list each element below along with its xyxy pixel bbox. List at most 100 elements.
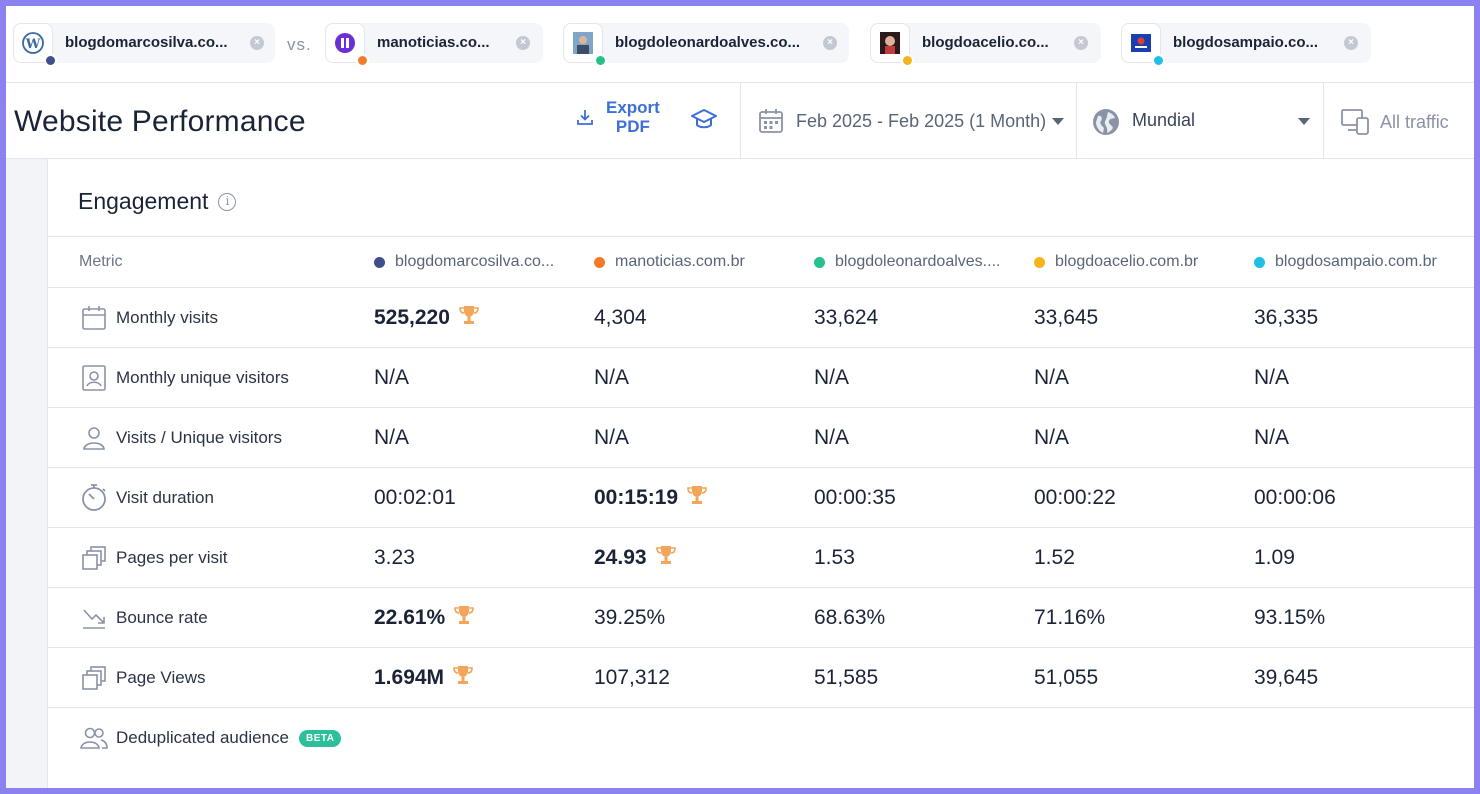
trophy-icon — [453, 605, 475, 631]
metric-value: 33,624 — [814, 288, 878, 347]
metric-value: N/A — [814, 408, 849, 467]
close-icon[interactable]: × — [823, 36, 837, 50]
table-row: Page Views 1.694M 107,312 51,585 51,055 39,64… — [48, 648, 1474, 708]
metric-value: 51,585 — [814, 648, 878, 707]
metric-value-text: 39.25% — [594, 605, 666, 629]
metric-value: 3.23 — [374, 528, 415, 587]
svg-text:W: W — [25, 37, 41, 52]
table-row-deduplicated-audience[interactable]: Deduplicated audience BETA — [48, 708, 1474, 768]
metric-value: 00:02:01 — [374, 468, 456, 527]
export-label-line1: Export — [606, 98, 660, 117]
column-header: blogdoleonardoalves.... — [814, 237, 1000, 287]
metric-value: 51,055 — [1034, 648, 1098, 707]
graduation-cap-icon[interactable] — [690, 108, 718, 137]
site-color-dot — [1152, 54, 1165, 67]
date-range-value: Feb 2025 - Feb 2025 (1 Month) — [796, 110, 1047, 131]
vs-label: vs. — [287, 35, 312, 54]
metric-value: N/A — [374, 408, 409, 467]
metric-value-text: 525,220 — [374, 305, 450, 329]
metric-value-text: N/A — [374, 365, 410, 389]
site-chip-3[interactable]: blogdoleonardoalves.co... × — [563, 23, 849, 67]
engagement-table: Metric blogdomarcosilva.co... manoticias.… — [48, 236, 1474, 768]
site-chip-label: blogdoleonardoalves.co... — [615, 34, 801, 51]
metric-value: 24.93 — [594, 528, 677, 587]
traffic-selector[interactable]: All traffic — [1340, 108, 1449, 136]
metric-value-text: N/A — [594, 425, 630, 449]
calendar-icon — [80, 304, 108, 332]
metric-value: 00:00:35 — [814, 468, 896, 527]
app-frame: W blogdomarcosilva.co... × vs. manoticia… — [6, 6, 1474, 788]
metric-value-text: 93.15% — [1254, 605, 1326, 629]
metric-value: 39,645 — [1254, 648, 1318, 707]
metric-label: Page Views — [116, 667, 206, 687]
region-selector[interactable]: Mundial — [1092, 108, 1310, 141]
table-header-row: Metric blogdomarcosilva.co... manoticias.… — [48, 236, 1474, 288]
close-icon[interactable]: × — [250, 36, 264, 50]
metric-value-text: N/A — [594, 365, 630, 389]
metric-value: 1.52 — [1034, 528, 1075, 587]
close-icon[interactable]: × — [1344, 36, 1358, 50]
metric-value: N/A — [594, 348, 629, 407]
globe-icon — [1093, 109, 1119, 135]
close-icon[interactable]: × — [516, 36, 530, 50]
column-header-label: blogdomarcosilva.co... — [395, 253, 555, 270]
metric-value-text: N/A — [1034, 365, 1070, 389]
site-color-dot — [44, 54, 57, 67]
metric-label: Monthly unique visitors — [116, 367, 289, 387]
metric-value: 68.63% — [814, 588, 885, 647]
header-divider — [1323, 83, 1324, 159]
metric-cell: Monthly unique visitors — [80, 348, 289, 407]
table-row: Bounce rate 22.61% 39.25% 68.63% 71.16% 93.15… — [48, 588, 1474, 648]
column-header-label: blogdoleonardoalves.... — [835, 253, 1001, 270]
metric-label: Deduplicated audience — [116, 728, 289, 747]
date-range-picker[interactable]: Feb 2025 - Feb 2025 (1 Month) — [758, 108, 1065, 134]
chevron-down-icon — [1052, 117, 1065, 125]
engagement-title: Engagement i — [78, 188, 237, 215]
metric-label: Pages per visit — [116, 547, 228, 567]
metric-value: N/A — [1034, 408, 1069, 467]
metric-value-text: 107,312 — [594, 665, 670, 689]
metric-value: 525,220 — [374, 288, 480, 347]
metric-value-text: 1.52 — [1034, 545, 1075, 569]
metric-value-text: 00:15:19 — [594, 485, 679, 509]
export-pdf-button[interactable]: Export PDF — [576, 98, 660, 136]
pages-icon — [80, 544, 108, 572]
site-chip-4[interactable]: blogdoacelio.co... × — [870, 23, 1101, 67]
metric-value: 1.694M — [374, 648, 474, 707]
metric-value: N/A — [374, 348, 409, 407]
site-chip-label: manoticias.co... — [377, 34, 490, 51]
metric-value: 00:15:19 — [594, 468, 708, 527]
metric-value-text: 3.23 — [374, 545, 415, 569]
table-row: Monthly visits 525,220 4,304 33,624 33,645 36… — [48, 288, 1474, 348]
metric-value-text: 00:00:22 — [1034, 485, 1116, 509]
metric-value-text: N/A — [814, 365, 850, 389]
site-chip-1[interactable]: W blogdomarcosilva.co... × — [13, 23, 275, 67]
site-chip-2[interactable]: manoticias.co... × — [325, 23, 543, 67]
close-icon[interactable]: × — [1074, 36, 1088, 50]
site-chip-5[interactable]: blogdosampaio.co... × — [1121, 23, 1371, 67]
export-label-line2: PDF — [615, 117, 650, 136]
person-icon — [80, 424, 108, 452]
site-color-dot — [901, 54, 914, 67]
metric-value: 107,312 — [594, 648, 670, 707]
badge-icon — [80, 364, 108, 392]
info-icon[interactable]: i — [218, 192, 237, 211]
metric-value: 00:00:06 — [1254, 468, 1336, 527]
metric-cell: Monthly visits — [80, 288, 218, 347]
metric-value-text: 51,055 — [1034, 665, 1099, 689]
metric-label: Bounce rate — [116, 607, 208, 627]
metric-value: 33,645 — [1034, 288, 1098, 347]
metric-value-text: 1.694M — [374, 665, 445, 689]
left-gutter — [6, 159, 48, 788]
stopwatch-icon — [80, 483, 108, 512]
metric-value: 22.61% — [374, 588, 475, 647]
metric-cell: Deduplicated audience BETA — [80, 708, 342, 768]
column-header: blogdomarcosilva.co... — [374, 237, 554, 287]
metric-value-text: N/A — [374, 425, 410, 449]
trophy-icon — [655, 545, 677, 571]
column-header: blogdosampaio.com.br — [1254, 237, 1437, 287]
table-row: Visit duration 00:02:01 00:15:19 00:00:35 00… — [48, 468, 1474, 528]
chevron-down-icon — [1298, 118, 1310, 125]
metric-value: 71.16% — [1034, 588, 1105, 647]
column-header-label: blogdoacelio.com.br — [1055, 253, 1199, 270]
